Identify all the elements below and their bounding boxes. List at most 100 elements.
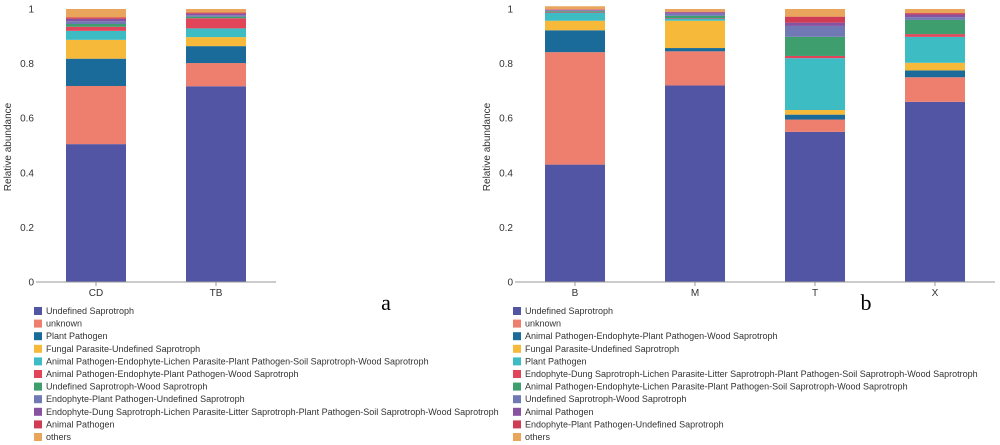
- legend-swatch: [513, 382, 521, 391]
- legend-label: Undefined Saprotroph-Wood Saprotroph: [46, 382, 207, 392]
- legend-swatch: [34, 407, 42, 416]
- legend-swatch: [34, 319, 42, 328]
- bar-segment: [545, 10, 605, 12]
- legend-swatch: [34, 332, 42, 341]
- legend-label: Animal Pathogen-Endophyte-Lichen Parasit…: [525, 382, 908, 392]
- legend-swatch: [34, 357, 42, 366]
- bar-segment: [545, 12, 605, 21]
- y-axis-label-b: Relative abundance: [482, 102, 493, 191]
- bar-segment: [785, 36, 845, 56]
- bar-segment: [905, 19, 965, 35]
- legend-swatch: [513, 433, 521, 441]
- bar-segment: [785, 110, 845, 115]
- legend-label: Endophyte-Plant Pathogen-Undefined Sapro…: [525, 419, 724, 429]
- y-tick-label: 0: [28, 278, 34, 289]
- y-tick-label: 0.8: [499, 59, 513, 70]
- legend-label: Animal Pathogen-Endophyte-Plant Pathogen…: [525, 331, 778, 341]
- bar-segment: [186, 46, 246, 64]
- legend-swatch: [513, 344, 521, 353]
- bar-segment: [66, 21, 126, 25]
- y-axis-label-a: Relative abundance: [3, 102, 14, 191]
- bar-segment: [905, 77, 965, 102]
- legend-label: Endophyte-Plant Pathogen-Undefined Sapro…: [46, 394, 245, 404]
- bar-segment: [785, 131, 845, 282]
- bar-segment: [66, 26, 126, 31]
- bar-segment: [905, 62, 965, 71]
- y-tick-label: 0.4: [499, 168, 513, 179]
- legend-label: Plant Pathogen: [46, 331, 108, 341]
- legend-swatch: [34, 433, 42, 441]
- x-tick-label: TB: [210, 288, 223, 299]
- x-tick-label: T: [812, 288, 818, 299]
- y-tick-label: 0.2: [499, 223, 513, 234]
- bar-segment: [66, 9, 126, 18]
- y-tick-label: 0.6: [20, 114, 34, 125]
- bar-segment: [665, 48, 725, 52]
- bar-segment: [545, 52, 605, 165]
- legend-swatch: [34, 344, 42, 353]
- bar-segment: [905, 13, 965, 15]
- bar-segment: [545, 11, 605, 13]
- legend-swatch: [34, 382, 42, 391]
- bar-segment: [66, 144, 126, 282]
- bar-segment: [785, 119, 845, 132]
- panel-label-b: b: [861, 290, 872, 315]
- bar-segment: [785, 9, 845, 17]
- legend-swatch: [513, 332, 521, 341]
- bar-segment: [545, 6, 605, 10]
- legend-label: Endophyte-Dung Saprotroph-Lichen Parasit…: [525, 369, 978, 379]
- bar-segment: [186, 63, 246, 87]
- chart-panel-a: Relative abundance 0 0.2 0.4 0.6 0.8 1 CD TB a…: [3, 5, 499, 443]
- bar-segment: [545, 20, 605, 31]
- y-axis-ticks-a: 0 0.2 0.4 0.6 0.8 1: [20, 5, 34, 289]
- bar-segment: [545, 164, 605, 282]
- bar-segment: [186, 15, 246, 17]
- legend-swatch: [513, 357, 521, 366]
- legend-label: others: [46, 432, 72, 442]
- legend-label: Plant Pathogen: [525, 356, 587, 366]
- y-tick-label: 0.2: [20, 223, 34, 234]
- y-tick-label: 0.6: [499, 114, 513, 125]
- y-tick-label: 1: [28, 5, 34, 16]
- legend-label: Animal Pathogen: [46, 419, 115, 429]
- bar-segment: [665, 18, 725, 21]
- x-tick-label: X: [932, 288, 939, 299]
- bars-a: [66, 9, 246, 282]
- bar-segment: [66, 39, 126, 59]
- bar-segment: [905, 34, 965, 37]
- y-tick-label: 1: [507, 5, 513, 16]
- bar-segment: [785, 114, 845, 120]
- legend-label: Undefined Saprotroph-Wood Saprotroph: [525, 394, 686, 404]
- bar-segment: [186, 86, 246, 282]
- x-axis-ticks-a: CD TB: [89, 282, 223, 299]
- bar-segment: [66, 18, 126, 22]
- bar-segment: [66, 85, 126, 145]
- bar-segment: [905, 36, 965, 63]
- x-tick-label: CD: [89, 288, 103, 299]
- legend-label: others: [525, 432, 551, 442]
- legend-label: Fungal Parasite-Undefined Saprotroph: [525, 344, 679, 354]
- legend-swatch: [34, 420, 42, 429]
- legend-swatch: [513, 420, 521, 429]
- bar-segment: [665, 12, 725, 14]
- bar-segment: [665, 18, 725, 19]
- legend-label: unknown: [46, 319, 82, 329]
- bar-segment: [665, 20, 725, 49]
- x-tick-label: B: [572, 288, 579, 299]
- bar-segment: [665, 85, 725, 282]
- legend-swatch: [513, 319, 521, 328]
- legend-a: Undefined Saprotroph unknown Plant Pathoge…: [34, 306, 499, 442]
- y-axis-ticks-b: 0 0.2 0.4 0.6 0.8 1: [499, 5, 513, 289]
- legend-label: Animal Pathogen-Endophyte-Lichen Parasit…: [46, 356, 429, 366]
- chart-panel-b: Relative abundance 0 0.2 0.4 0.6 0.8 1 B M T X b…: [482, 5, 995, 442]
- legend-label: Fungal Parasite-Undefined Saprotroph: [46, 344, 200, 354]
- legend-swatch: [34, 395, 42, 404]
- bar-segment: [186, 18, 246, 29]
- bar-segment: [905, 9, 965, 14]
- bar-segment: [545, 30, 605, 53]
- bar-segment: [545, 9, 605, 11]
- y-tick-label: 0.4: [20, 168, 34, 179]
- bars-b: [545, 6, 965, 282]
- legend-swatch: [513, 370, 521, 378]
